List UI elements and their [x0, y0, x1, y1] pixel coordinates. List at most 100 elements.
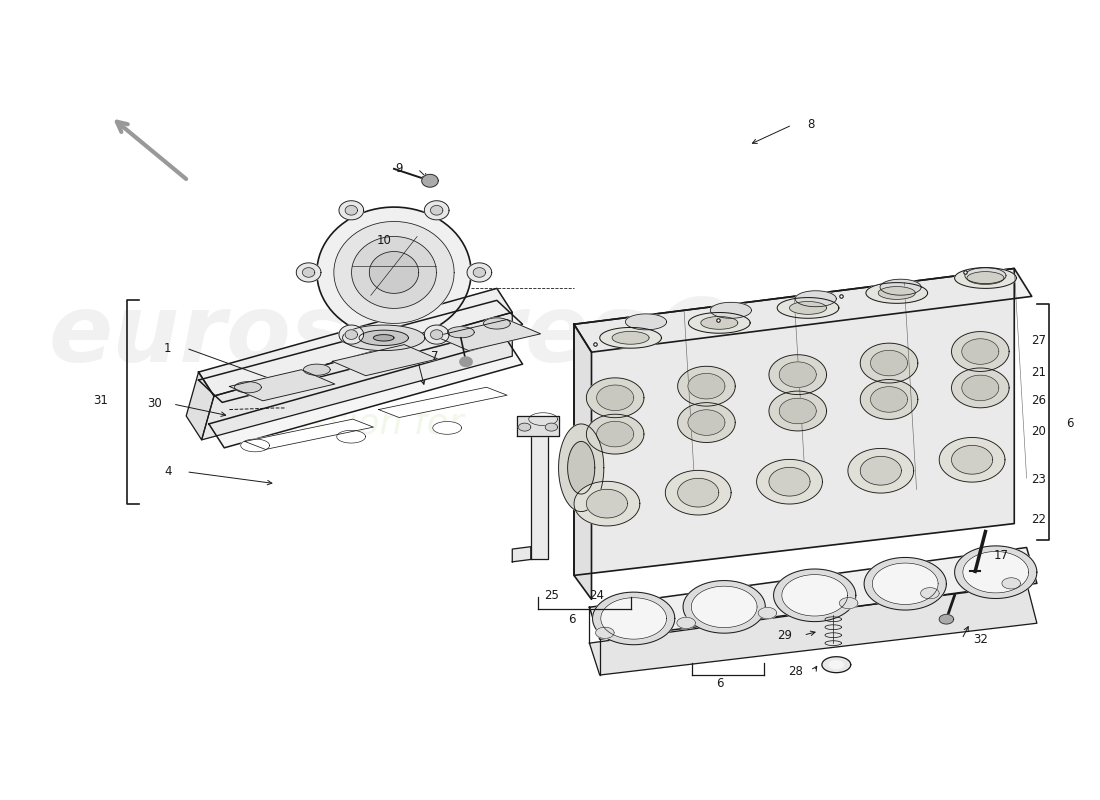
Polygon shape — [517, 416, 559, 436]
Text: 32: 32 — [972, 633, 988, 646]
Polygon shape — [790, 302, 826, 314]
Polygon shape — [839, 598, 858, 609]
Polygon shape — [468, 263, 492, 282]
Polygon shape — [186, 372, 214, 440]
Polygon shape — [342, 325, 425, 350]
Polygon shape — [370, 251, 419, 294]
Polygon shape — [870, 350, 907, 376]
Polygon shape — [529, 413, 558, 426]
Polygon shape — [865, 558, 946, 610]
Polygon shape — [860, 457, 901, 485]
Polygon shape — [432, 422, 462, 434]
Text: 31: 31 — [94, 394, 108, 406]
Polygon shape — [596, 385, 634, 410]
Polygon shape — [921, 588, 939, 599]
Polygon shape — [769, 354, 826, 394]
Polygon shape — [198, 300, 522, 402]
Polygon shape — [345, 330, 358, 339]
Text: 20: 20 — [1032, 426, 1046, 438]
Polygon shape — [689, 313, 750, 334]
Polygon shape — [531, 420, 548, 559]
Polygon shape — [559, 424, 604, 511]
Polygon shape — [568, 442, 595, 494]
Polygon shape — [430, 330, 443, 339]
Text: 26: 26 — [1032, 394, 1046, 406]
Polygon shape — [586, 414, 644, 454]
Polygon shape — [952, 332, 1009, 371]
Polygon shape — [198, 288, 513, 396]
Polygon shape — [593, 592, 674, 645]
Polygon shape — [590, 583, 1037, 675]
Polygon shape — [337, 430, 365, 443]
Polygon shape — [711, 302, 751, 318]
Text: 6: 6 — [569, 613, 575, 626]
Polygon shape — [209, 340, 522, 448]
Text: 21: 21 — [1032, 366, 1046, 378]
Polygon shape — [352, 237, 437, 308]
Polygon shape — [612, 331, 649, 344]
Text: 17: 17 — [993, 549, 1009, 562]
Polygon shape — [860, 343, 917, 383]
Polygon shape — [939, 438, 1005, 482]
Polygon shape — [332, 345, 438, 376]
Polygon shape — [782, 574, 848, 616]
Polygon shape — [866, 282, 927, 303]
Text: 085: 085 — [645, 293, 935, 428]
Polygon shape — [518, 423, 531, 431]
Polygon shape — [848, 449, 914, 493]
Polygon shape — [601, 598, 667, 639]
Polygon shape — [678, 366, 735, 406]
Text: 10: 10 — [376, 234, 392, 247]
Polygon shape — [822, 657, 850, 673]
Polygon shape — [961, 375, 999, 401]
Polygon shape — [378, 387, 507, 418]
Polygon shape — [678, 478, 718, 507]
Polygon shape — [769, 467, 810, 496]
Text: 29: 29 — [778, 629, 792, 642]
Polygon shape — [201, 312, 513, 440]
Polygon shape — [436, 319, 540, 350]
Text: 27: 27 — [1032, 334, 1046, 346]
Polygon shape — [691, 586, 757, 627]
Polygon shape — [590, 547, 1037, 639]
Polygon shape — [666, 470, 732, 515]
Polygon shape — [965, 268, 1007, 284]
Polygon shape — [952, 446, 992, 474]
Polygon shape — [484, 318, 510, 329]
Polygon shape — [234, 382, 262, 393]
Polygon shape — [513, 546, 531, 562]
Polygon shape — [758, 607, 777, 618]
Polygon shape — [302, 268, 315, 278]
Polygon shape — [757, 459, 823, 504]
Polygon shape — [421, 174, 438, 187]
Text: 6: 6 — [716, 677, 724, 690]
Polygon shape — [473, 268, 485, 278]
Polygon shape — [304, 364, 330, 375]
Polygon shape — [595, 627, 614, 638]
Polygon shape — [779, 362, 816, 387]
Polygon shape — [955, 546, 1037, 598]
Polygon shape — [448, 326, 474, 338]
Polygon shape — [829, 661, 844, 669]
Text: a passion for: a passion for — [231, 407, 464, 441]
Polygon shape — [688, 374, 725, 399]
Polygon shape — [795, 290, 836, 306]
Text: 8: 8 — [807, 118, 814, 131]
Polygon shape — [586, 490, 627, 518]
Polygon shape — [339, 325, 364, 344]
Polygon shape — [546, 423, 558, 431]
Polygon shape — [373, 334, 394, 341]
Polygon shape — [345, 206, 358, 215]
Polygon shape — [574, 482, 640, 526]
Polygon shape — [683, 581, 766, 633]
Text: 22: 22 — [1032, 513, 1046, 526]
Polygon shape — [872, 563, 938, 605]
Text: 30: 30 — [147, 398, 162, 410]
Polygon shape — [574, 269, 1014, 575]
Polygon shape — [626, 314, 667, 330]
Polygon shape — [317, 207, 471, 338]
Text: 4: 4 — [164, 466, 172, 478]
Polygon shape — [688, 410, 725, 435]
Polygon shape — [586, 378, 644, 418]
Polygon shape — [296, 263, 321, 282]
